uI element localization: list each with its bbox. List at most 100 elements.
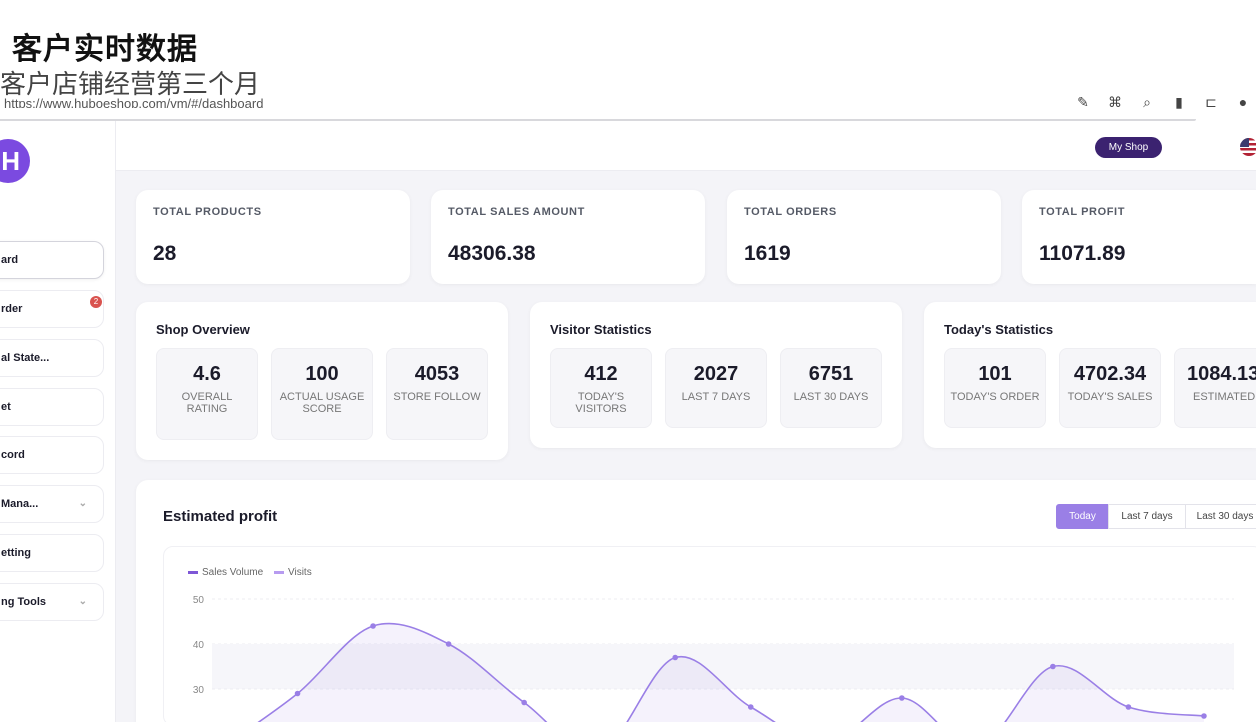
panel-title: Visitor Statistics [550,322,652,337]
visitor-statistics-panel: Visitor Statistics 412 TODAY'S VISITORS … [530,302,902,448]
sidebar-item-order[interactable]: rder [0,290,104,328]
data-point [294,690,301,697]
sidebar-item-label: cord [1,449,25,461]
sidebar-item-label: rder [1,303,23,315]
stat-value: 11071.89 [1039,242,1126,265]
metric-value: 4702.34 [1073,363,1147,385]
panel-title: Today's Statistics [944,322,1054,337]
series-line-sales-volume [257,622,1205,722]
stat-card-total-products: TOTAL PRODUCTS 28 [136,190,410,284]
sidebar-item-label: Mana... [1,498,39,510]
legend-label-visits: Visits [288,567,312,578]
data-point [445,641,452,647]
metric-todays-sales: 4702.34 TODAY'S SALES [1059,348,1161,428]
metric-label: TODAY'S ORDER [950,391,1040,403]
stat-label: TOTAL PROFIT [1039,206,1126,218]
translate-icon[interactable]: ⌘ [1108,94,1122,110]
shop-overview-panel: Shop Overview 4.6 OVERALL RATING 100 ACT… [136,302,508,460]
chart-title: Estimated profit [163,508,278,525]
sidebar-item-setting[interactable]: etting [0,534,104,572]
data-point [1050,663,1056,670]
us-flag-icon[interactable] [1240,138,1256,156]
profile-icon[interactable]: ● [1238,94,1248,110]
range-tab-last-30-days[interactable]: Last 30 days [1185,504,1256,529]
browser-divider [0,119,1196,121]
bookmark-icon[interactable]: ▮ [1175,94,1183,110]
metric-store-follow: 4053 STORE FOLLOW [386,348,488,440]
stat-label: TOTAL ORDERS [744,206,837,218]
url-text[interactable]: https://www.huboeshop.com/vm/#/dashboard [4,96,264,108]
sidebar-item-label: ng Tools [1,596,47,608]
browser-address-bar [0,92,1256,120]
legend-swatch-sales-volume [188,571,198,574]
estimated-profit-chart: Sales Volume Visits 50 40 30 [188,567,1234,722]
stat-card-total-sales-amount: TOTAL SALES AMOUNT 48306.38 [431,190,705,284]
stat-label: TOTAL PRODUCTS [153,206,262,218]
metric-value: 101 [978,363,1012,385]
sidebar-item-label: ard [1,254,19,266]
metric-label: LAST 7 DAYS [681,391,751,403]
logo[interactable]: H [0,139,30,183]
series-area-sales-volume [258,623,1204,722]
sidebar-item-label: al State... [1,352,50,364]
metric-value: 4053 [414,363,460,385]
sidebar-item-marketing-tools[interactable]: ng Tools ⌄ [0,583,104,621]
metric-value: 1084.13 [1187,363,1256,385]
legend-label-sales-volume: Sales Volume [202,567,264,578]
sidebar-item-label: et [1,401,11,413]
split-view-icon[interactable]: ⊏ [1205,94,1217,110]
chevron-down-icon: ⌄ [78,498,87,509]
metric-overall-rating: 4.6 OVERALL RATING [156,348,258,440]
edit-icon[interactable]: ✎ [1077,94,1089,110]
sidebar-item-financial-statement[interactable]: al State... [0,339,104,377]
range-tab-today[interactable]: Today [1056,504,1109,529]
sidebar-item-label: etting [1,547,31,559]
range-tab-last-7-days[interactable]: Last 7 days [1108,504,1186,529]
chevron-down-icon: ⌄ [78,596,87,607]
data-point [370,623,376,629]
data-point [521,699,527,706]
stat-value: 28 [153,242,177,265]
metric-label: ESTIMATED PROFIT [1193,391,1256,403]
sidebar-item-record[interactable]: cord [0,436,104,474]
metric-label: ACTUAL USAGE SCORE [279,391,365,415]
browser-toolbar: ✎ ⌘ ⌕ ▮ ⊏ ● [1074,94,1252,111]
metric-value: 412 [584,363,618,385]
my-shop-button[interactable]: My Shop [1095,137,1162,158]
sidebar-item-management[interactable]: Mana... ⌄ [0,485,104,523]
metric-actual-usage-score: 100 ACTUAL USAGE SCORE [271,348,373,440]
caption-subtitle: 客户店铺经营第三个月 [0,70,261,100]
stat-value: 1619 [744,242,791,265]
metric-last-7-days: 2027 LAST 7 DAYS [665,348,767,428]
todays-statistics-panel: Today's Statistics 101 TODAY'S ORDER 470… [924,302,1256,448]
metric-value: 6751 [808,363,854,385]
stat-value: 48306.38 [448,242,536,265]
metric-label: OVERALL RATING [181,391,233,415]
chart-area: Sales Volume Visits 50 40 30 [163,546,1256,722]
stat-label: TOTAL SALES AMOUNT [448,206,585,218]
data-point [747,704,754,710]
search-icon[interactable]: ⌕ [1143,94,1151,110]
stat-card-total-orders: TOTAL ORDERS 1619 [727,190,1001,284]
panel-title: Shop Overview [156,322,250,337]
metric-todays-visitors: 412 TODAY'S VISITORS [550,348,652,428]
y-tick-label: 50 [193,595,205,606]
top-bar [116,121,1256,171]
order-count-badge: 2 [90,296,102,308]
y-tick-label: 30 [193,685,205,696]
legend-swatch-visits [274,571,284,574]
data-point [672,654,679,661]
data-point [1125,704,1132,710]
data-point [899,695,905,701]
metric-last-30-days: 6751 LAST 30 DAYS [780,348,882,428]
sidebar-item-wallet[interactable]: et [0,388,104,426]
metric-value: 2027 [693,363,739,385]
sidebar-item-dashboard[interactable]: ard [0,241,104,279]
caption-title: 客户实时数据 [12,32,198,67]
metric-estimated-profit: 1084.13 ESTIMATED PROFIT [1174,348,1256,428]
metric-value: 4.6 [193,363,221,385]
data-point [1201,713,1207,719]
metric-value: 100 [305,363,339,385]
metric-label: TODAY'S VISITORS [575,391,627,415]
stat-card-total-profit: TOTAL PROFIT 11071.89 [1022,190,1256,284]
